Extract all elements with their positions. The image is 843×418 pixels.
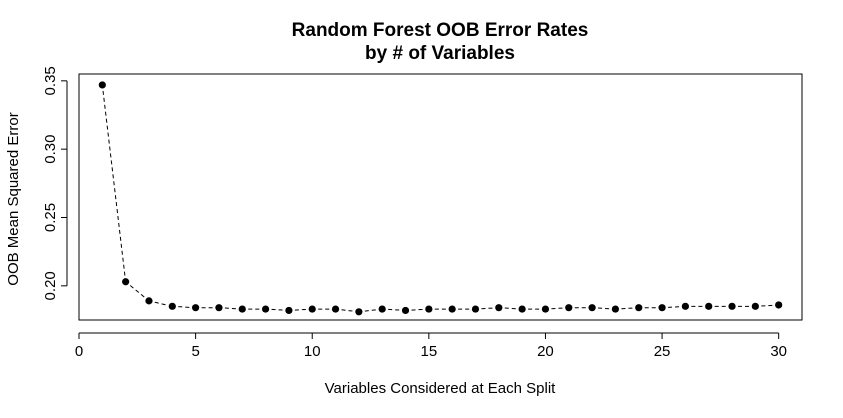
series-segment [481,307,493,310]
series-segment [551,307,563,310]
series-segment [294,308,307,311]
series-line [102,90,773,312]
chart-subtitle: by # of Variables [365,43,515,64]
data-point [565,304,573,312]
data-point [518,305,526,313]
data-point [681,302,689,310]
data-point [425,305,433,313]
data-point [261,305,270,313]
data-point [378,305,386,313]
data-point [285,306,293,315]
y-tick-label: 0.25 [42,203,59,232]
y-tick-label: 0.35 [42,66,59,95]
data-point [122,278,130,286]
data-point [658,304,666,312]
series-segment [154,301,167,306]
series-segment [364,309,377,312]
series-segment [341,309,353,312]
data-point [541,305,550,313]
series-points [98,81,783,316]
y-tick-label: 0.30 [42,135,59,164]
series-segment [271,308,283,311]
data-point [238,305,246,313]
data-point [331,305,340,313]
data-point [308,305,316,313]
x-tick-label: 25 [654,343,671,360]
plot-frame [78,73,803,321]
data-point [215,304,223,312]
data-point [588,304,596,312]
data-point [471,305,480,313]
x-tick-label: 10 [304,343,321,360]
data-point [728,302,736,310]
x-axis: 0 5 10 15 20 25 30 [75,332,787,360]
data-point [751,302,759,310]
series-segment [102,90,126,276]
data-point [192,304,200,312]
data-point [355,308,363,316]
x-axis-label: Variables Considered at Each Split [325,380,557,397]
data-point [611,305,620,313]
data-point [448,305,456,313]
x-tick-label: 0 [75,343,83,360]
y-tick-label: 0.20 [42,271,59,300]
series-segment [668,306,680,308]
x-tick-label: 5 [191,343,199,360]
y-axis: 0.20 0.25 0.30 0.35 [42,66,68,300]
series-segment [411,308,423,311]
series-segment [761,304,773,307]
series-segment [621,307,633,310]
series-segment [178,306,190,308]
series-segment [129,285,145,298]
x-tick-label: 15 [420,343,437,360]
data-point [775,301,783,309]
data-point [168,302,176,310]
x-tick-label: 30 [770,343,787,360]
series-segment [224,307,237,310]
data-point [98,81,106,89]
y-axis-label: OOB Mean Squared Error [5,112,22,285]
data-point [401,306,410,315]
data-point [145,297,153,305]
data-point [705,302,713,310]
chart-title: Random Forest OOB Error Rates [292,20,589,41]
data-point [495,304,503,312]
series-segment [388,308,400,311]
series-segment [504,307,517,310]
data-point [635,304,643,312]
series-segment [598,307,610,310]
x-tick-label: 20 [537,343,554,360]
